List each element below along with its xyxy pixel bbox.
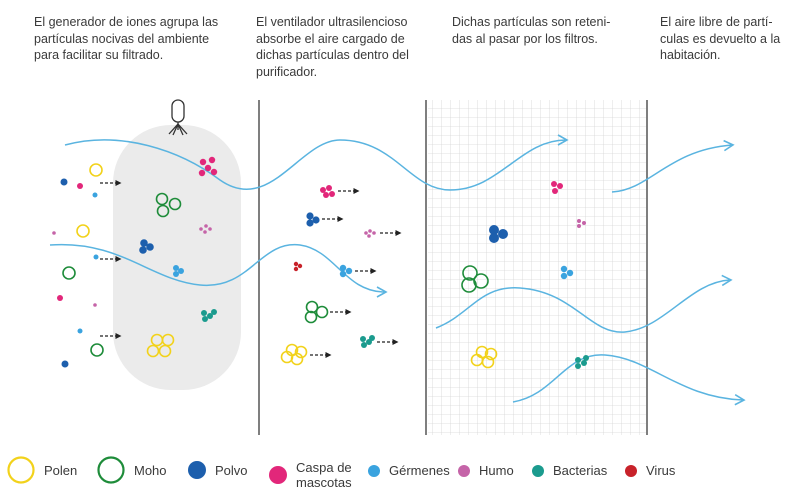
germ-particle bbox=[77, 328, 83, 334]
legend-item-dust: Polvo bbox=[187, 460, 248, 480]
dust-particle bbox=[60, 178, 68, 186]
airflow-arrow bbox=[64, 134, 569, 191]
virus-cluster bbox=[293, 261, 303, 272]
caption-line: partículas nocivas del ambiente bbox=[34, 31, 210, 46]
pet-dander-particle bbox=[77, 183, 83, 189]
mold-cluster bbox=[461, 265, 489, 293]
pollen-particle bbox=[76, 224, 90, 238]
mold-cluster bbox=[155, 192, 182, 218]
caption-line: El ventilador ultrasilencioso bbox=[256, 15, 408, 29]
germ-particle bbox=[92, 192, 98, 198]
caption-line: habitación. bbox=[660, 48, 721, 62]
legend-item-mold: Moho bbox=[96, 455, 167, 485]
legend-item-virus: Virus bbox=[624, 463, 675, 478]
smoke-cluster bbox=[199, 224, 212, 234]
pollen-cluster bbox=[280, 343, 308, 366]
pollen-cluster bbox=[470, 345, 498, 369]
legend-item-pet-dander: Caspa de mascotas bbox=[268, 460, 352, 490]
caption-ion-generator: El generador de iones agrupa las partícu… bbox=[34, 14, 264, 64]
legend-label: Caspa de mascotas bbox=[296, 460, 352, 490]
dust-cluster bbox=[306, 212, 320, 227]
airflow-arrow bbox=[611, 139, 735, 193]
pet-dander-cluster bbox=[320, 185, 335, 198]
germ-cluster bbox=[173, 265, 184, 277]
legend-label: Polvo bbox=[215, 462, 248, 478]
pet-dander-dot-icon bbox=[269, 466, 287, 484]
caption-fan: El ventilador ultrasilencioso absorbe el… bbox=[256, 14, 446, 80]
legend-item-smoke: Humo bbox=[457, 463, 514, 478]
pollen-particle bbox=[89, 163, 103, 177]
legend-item-germs: Gérmenes bbox=[367, 463, 450, 478]
caption-line: culas es devuelto a la bbox=[660, 31, 781, 46]
pollen-ring-icon bbox=[7, 456, 35, 484]
legend-label-line: Caspa de bbox=[296, 460, 352, 475]
airflow-arrow bbox=[49, 243, 388, 298]
legend-item-bacteria: Bacterias bbox=[531, 463, 607, 478]
pollen-cluster bbox=[146, 333, 175, 358]
legend-label: Virus bbox=[646, 463, 676, 478]
caption-line: absorbe el aire cargado de bbox=[256, 31, 405, 46]
smoke-cluster bbox=[577, 219, 586, 228]
smoke-particle bbox=[93, 303, 97, 307]
caption-line: das al pasar por los filtros. bbox=[452, 31, 598, 46]
airflow-arrow bbox=[512, 354, 746, 406]
legend-label: Bacterias bbox=[553, 463, 608, 478]
ion-emitter-icon bbox=[168, 99, 188, 136]
bacteria-cluster bbox=[360, 335, 375, 348]
caption-line: dichas partículas dentro del bbox=[256, 48, 409, 62]
germ-cluster bbox=[339, 264, 353, 278]
smoke-particle bbox=[52, 231, 56, 235]
caption-line: El aire libre de partí- bbox=[660, 15, 773, 29]
pet-dander-particle bbox=[57, 295, 63, 301]
germ-cluster bbox=[560, 265, 574, 280]
mold-ring-icon bbox=[97, 456, 125, 484]
caption-filters: Dichas partículas son reteni- das al pas… bbox=[452, 14, 642, 47]
caption-line: Dichas partículas son reteni- bbox=[452, 15, 611, 29]
dust-cluster bbox=[139, 239, 154, 254]
ionizer-body bbox=[113, 125, 241, 390]
dust-dot-icon bbox=[188, 461, 206, 479]
legend-label: Moho bbox=[134, 462, 167, 478]
legend-label: Gérmenes bbox=[389, 463, 450, 478]
caption-line: El generador de iones agrupa las bbox=[34, 15, 219, 29]
legend-label-line: mascotas bbox=[296, 475, 352, 490]
airflow-arrow bbox=[435, 274, 733, 333]
bacteria-cluster bbox=[575, 355, 589, 369]
pet-dander-cluster bbox=[551, 181, 563, 194]
dust-particle bbox=[61, 360, 69, 368]
mold-particle bbox=[90, 343, 104, 357]
mold-particle bbox=[62, 266, 76, 280]
bacteria-cluster bbox=[201, 309, 217, 322]
legend-label: Polen bbox=[44, 462, 78, 478]
virus-dot-icon bbox=[625, 464, 637, 477]
caption-line: para facilitar su filtrado. bbox=[34, 48, 164, 62]
legend-label: Humo bbox=[479, 463, 514, 478]
smoke-cluster bbox=[364, 229, 376, 238]
germ-dot-icon bbox=[368, 464, 380, 477]
legend-item-pollen: Polen bbox=[6, 455, 77, 485]
filter-mesh bbox=[428, 100, 646, 435]
caption-line: purificador. bbox=[256, 64, 318, 79]
caption-clean-air: El aire libre de partí- culas es devuelt… bbox=[660, 14, 798, 64]
germ-particle bbox=[93, 254, 99, 260]
smoke-dot-icon bbox=[458, 464, 470, 477]
dust-cluster bbox=[489, 225, 508, 243]
bacteria-dot-icon bbox=[532, 464, 544, 477]
mold-cluster bbox=[304, 300, 329, 324]
pet-dander-cluster bbox=[198, 156, 218, 177]
